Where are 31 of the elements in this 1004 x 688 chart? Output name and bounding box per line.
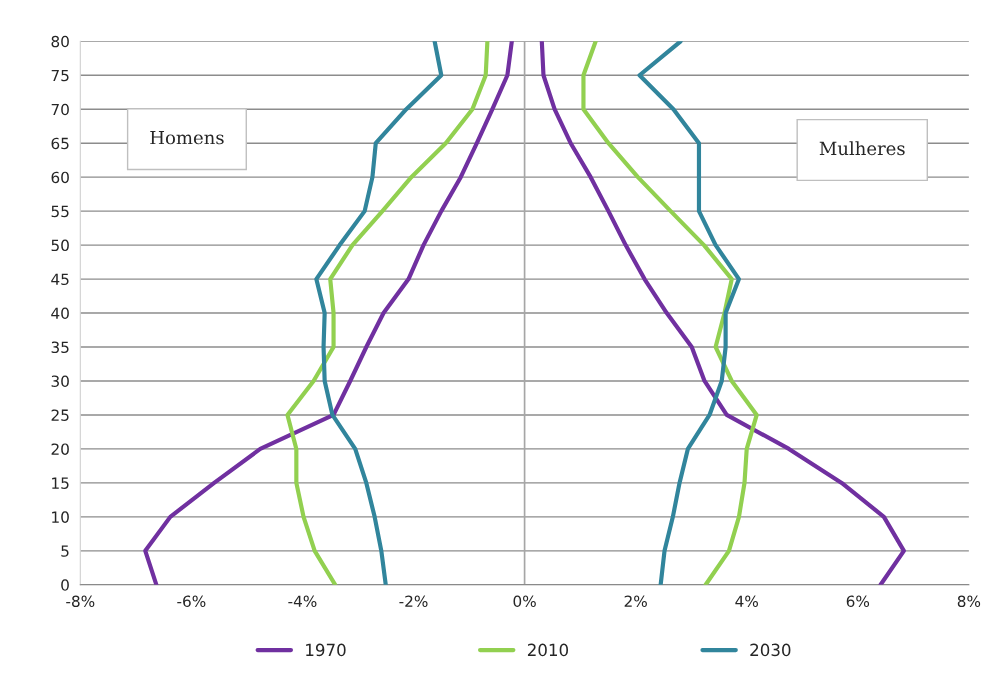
x-tick-label: 2%: [624, 595, 647, 608]
y-tick-label: 55: [51, 205, 69, 218]
x-tick-label: 6%: [846, 595, 870, 608]
legend-label: 2010: [527, 643, 569, 657]
y-tick-label: 25: [51, 409, 69, 421]
x-tick-label: -8%: [66, 595, 95, 608]
x-tick-label: 0%: [513, 595, 536, 608]
y-tick-label: 80: [51, 35, 69, 48]
y-tick-label: 35: [51, 341, 69, 354]
y-tick-label: 10: [52, 511, 69, 523]
y-tick-label: 0: [61, 579, 69, 591]
x-tick-label: 8%: [957, 595, 981, 608]
x-tick-label: -2%: [399, 595, 428, 608]
x-tick-label: -6%: [177, 595, 206, 608]
y-tick-label: 45: [51, 273, 69, 286]
x-tick-label: -4%: [288, 595, 317, 608]
y-tick-label: 65: [51, 137, 69, 150]
y-tick-label: 30: [51, 375, 69, 387]
y-tick-label: 70: [51, 103, 69, 116]
y-tick-label: 15: [52, 477, 69, 489]
y-tick-label: 40: [51, 307, 69, 320]
legend-label: 1970: [306, 643, 346, 657]
y-tick-label: 5: [61, 545, 69, 557]
annotation: Homens: [150, 130, 224, 145]
y-tick-label: 20: [51, 443, 69, 455]
y-tick-label: 50: [51, 239, 69, 252]
y-tick-label: 60: [51, 171, 69, 184]
legend-label: 2030: [750, 643, 791, 657]
y-tick-label: 75: [51, 69, 69, 82]
x-tick-label: 4%: [735, 595, 758, 608]
annotation: Mulheres: [819, 141, 905, 156]
